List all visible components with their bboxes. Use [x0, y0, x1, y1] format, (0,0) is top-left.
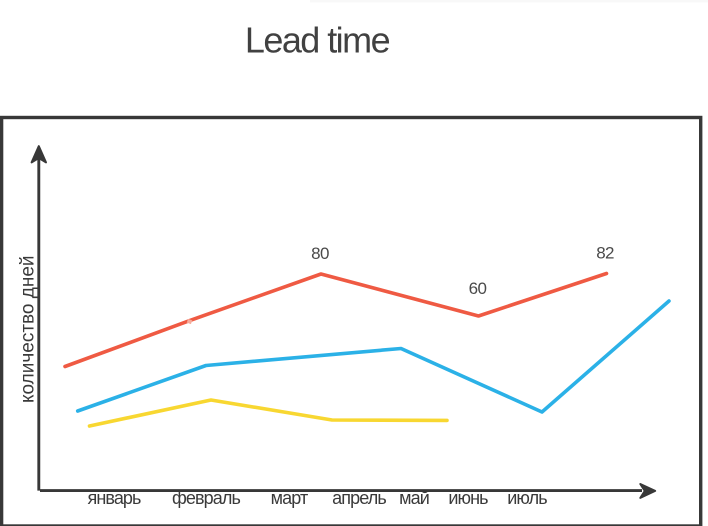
- svg-text:июнь: июнь: [448, 488, 488, 508]
- svg-text:февраль: февраль: [172, 488, 241, 508]
- svg-text:80: 80: [311, 244, 329, 263]
- svg-text:82: 82: [596, 243, 614, 262]
- svg-text:март: март: [271, 488, 308, 508]
- svg-text:количество дней: количество дней: [18, 255, 39, 403]
- svg-text:май: май: [399, 488, 429, 508]
- svg-text:Lead time: Lead time: [245, 20, 390, 61]
- svg-text:60: 60: [469, 279, 487, 298]
- svg-text:январь: январь: [87, 488, 141, 508]
- svg-text:июль: июль: [507, 488, 547, 508]
- svg-text:апрель: апрель: [332, 488, 386, 508]
